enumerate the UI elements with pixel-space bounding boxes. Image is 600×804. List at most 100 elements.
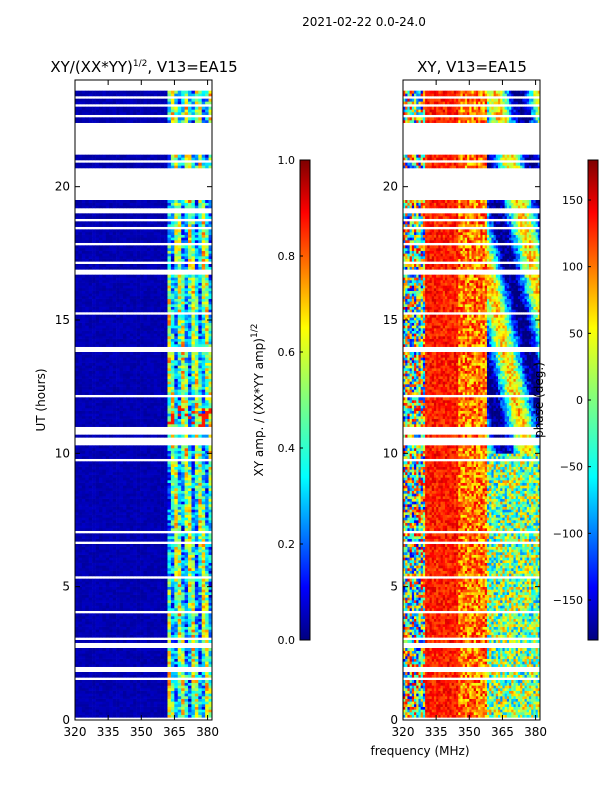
heatmap-cell [198,594,203,598]
heatmap-cell [181,698,185,702]
heatmap-cell [133,538,137,542]
heatmap-cell [75,533,79,537]
heatmap-cell [85,560,89,563]
heatmap-cell [146,509,151,513]
heatmap-cell [157,378,161,382]
heatmap-cell [164,648,168,651]
heatmap-cell [81,408,86,411]
heatmap-cell [81,701,86,705]
heatmap-cell [164,520,168,523]
heatmap-cell [188,560,192,563]
heatmap-cell [133,384,137,387]
heatmap-cell [181,616,185,619]
heatmap-cell [116,597,120,601]
heatmap-cell [157,488,161,491]
heatmap-cell [160,488,165,491]
heatmap-cell [208,661,212,665]
heatmap-cell [133,554,137,558]
heatmap-cell [95,549,100,553]
heatmap-cell [95,416,100,419]
heatmap-cell [98,616,103,619]
heatmap-cell [153,456,158,459]
heatmap-cell [157,701,161,705]
heatmap-cell [88,562,93,566]
heatmap-cell [208,706,212,710]
heatmap-cell [146,493,151,497]
heatmap-cell [150,560,155,563]
heatmap-cell [116,605,120,609]
heatmap-cell [167,373,172,377]
heatmap-cell [146,405,151,409]
heatmap-cell [160,512,165,515]
heatmap-cell [153,485,158,489]
heatmap-cell [78,365,83,369]
heatmap-cell [146,682,151,686]
heatmap-cell [153,397,158,401]
heatmap-cell [105,581,110,585]
heatmap-cell [140,701,144,705]
heatmap-cell [133,373,137,377]
heatmap-cell [191,640,196,643]
heatmap-cell [191,608,196,611]
heatmap-cell [105,685,110,689]
heatmap-cell [205,493,209,497]
heatmap-cell [157,456,161,459]
heatmap-cell [208,474,212,478]
heatmap-cell [146,362,151,366]
heatmap-cell [164,386,168,390]
heatmap-cell [119,413,124,417]
heatmap-cell [78,640,83,643]
heatmap-cell [191,616,196,619]
heatmap-cell [122,365,127,369]
heatmap-cell [92,376,96,379]
heatmap-cell [95,389,100,393]
heatmap-cell [95,693,100,697]
heatmap-cell [81,466,86,470]
heatmap-cell [85,517,89,521]
heatmap-cell [198,424,203,427]
heatmap-cell [157,656,161,659]
heatmap-cell [184,586,189,590]
heatmap-cell [194,338,199,342]
heatmap-cell [122,389,127,393]
heatmap-cell [160,501,165,505]
heatmap-cell [177,365,182,369]
heatmap-cell [198,344,203,347]
heatmap-cell [88,424,93,427]
heatmap-cell [201,696,206,699]
heatmap-cell [126,536,131,539]
heatmap-cell [78,376,83,379]
heatmap-cell [129,330,134,334]
heatmap-cell [105,466,110,470]
heatmap-cell [208,608,212,611]
heatmap-cell [133,453,137,457]
heatmap-cell [98,389,103,393]
heatmap-cell [136,488,141,491]
heatmap-cell [164,696,168,699]
heatmap-cell [136,546,141,550]
heatmap-cell [150,466,155,470]
heatmap-cell [143,533,148,537]
heatmap-cell [188,562,192,566]
heatmap-cell [105,709,110,713]
heatmap-cell [129,512,134,515]
heatmap-cell [177,648,182,651]
heatmap-cell [133,584,137,587]
heatmap-cell [140,333,144,337]
heatmap-cell [201,381,206,385]
heatmap-cell [133,389,137,393]
heatmap-cell [105,360,110,363]
heatmap-cell [208,672,212,675]
heatmap-cell [150,424,155,427]
heatmap-cell [119,506,124,510]
heatmap-cell [109,362,113,366]
heatmap-cell [170,581,175,585]
heatmap-cell [119,626,124,630]
heatmap-cell [146,392,151,395]
heatmap-cell [160,392,165,395]
heatmap-cell [136,605,141,609]
heatmap-cell [153,536,158,539]
heatmap-cell [109,474,113,478]
heatmap-cell [153,344,158,347]
heatmap-cell [119,384,124,387]
